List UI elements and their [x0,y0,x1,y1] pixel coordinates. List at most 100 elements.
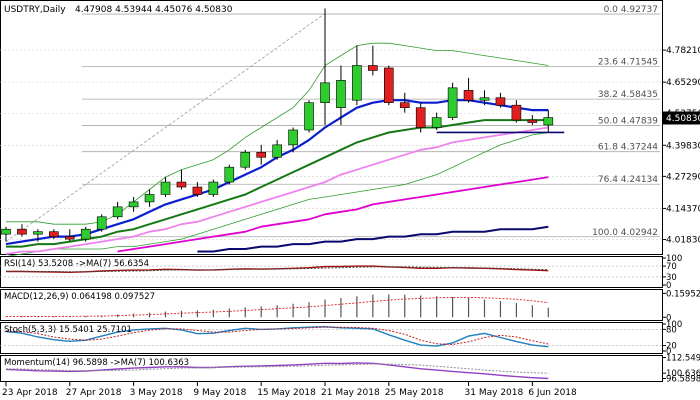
bullish-candle [112,206,123,218]
chart-ohlc: 4.47908 4.53944 4.45076 4.50830 [75,5,233,15]
current-price-box [663,111,700,125]
macd-panel: 0.159523 0 MACD(12,26,9) 0.064198 0.097527 [0,289,700,323]
stoch-signal-line [5,326,549,346]
bullish-candle [288,129,298,146]
price-tick-label: 4.78210 [666,46,700,56]
momentum-main-line [5,362,549,380]
momentum-panel-frame [0,355,663,382]
bearish-candle [399,102,410,108]
price-tick-label: 4.39830 [666,141,700,151]
bullish-candle [431,117,442,128]
moving-average-line [117,176,549,253]
bearish-candle [415,107,426,128]
bearish-candle [176,181,187,188]
fib-level-label: 23.6 4.71545 [598,58,658,68]
trend-lines [5,13,565,242]
envelope-bands [5,42,549,257]
date-tick-label: 9 May 2018 [193,388,246,398]
fib-level-label: 61.8 4.37244 [598,143,658,153]
bullish-candle [160,181,171,195]
bearish-candle [463,89,474,101]
bullish-candle [272,144,282,158]
moving-average-line [197,225,549,253]
date-tick-label: 27 Apr 2018 [66,388,122,398]
stoch-tick-label: 20 [666,342,677,352]
rsi-tick-label: 0 [666,281,671,291]
bearish-candle [49,231,59,237]
date-tick-label: 31 May 2018 [465,388,524,398]
date-tick-label: 6 Jun 2018 [528,388,577,398]
momentum-label: Momentum(14) 96.5898 ->MA(7) 100.6363 [4,358,189,368]
macd-panel-frame [0,289,663,321]
bullish-candle [304,102,314,131]
momentum-tick-label: 112.5498 [666,354,700,364]
stoch-tick-label: 80 [666,325,677,335]
fib-level-label: 100.0 4.02942 [592,228,658,238]
bearish-candle [383,67,394,103]
bullish-candle [1,228,11,235]
bearish-candle [527,119,538,123]
price-tick-label: 4.27290 [666,172,700,182]
bullish-candle [80,228,91,240]
stoch-panel-frame [0,322,663,354]
macd-label: MACD(12,26,9) 0.064198 0.097527 [4,292,155,302]
bullish-candle [479,97,490,101]
moving-average-line [5,126,549,255]
price-tick-label: 4.14370 [666,204,700,214]
stoch-tick-label: 0 [666,347,671,357]
bearish-candle [65,236,75,240]
rsi-tick-label: 70 [666,262,677,272]
bullish-candle [128,201,139,208]
current-price-value: 4.50830 [666,114,700,124]
rsi-label: RSI(14) 53.5208 ->MA(7) 56.6354 [4,259,149,269]
dashed-trend-line [5,13,326,242]
bullish-candle [96,216,107,230]
stoch-main-line [5,325,549,348]
rsi-tick-label: 100 [666,254,682,264]
fib-level-label: 38.2 4.58435 [598,90,658,100]
date-axis: 23 Apr 2018 27 Apr 2018 3 May 2018 9 May 20… [2,382,577,398]
bullish-candle [543,117,554,126]
momentum-tick-label: 96.5898 [666,374,700,384]
fibonacci-levels: 0.0 4.92737 23.6 4.71545 38.2 4.58435 50.0 … [82,5,660,238]
main-panel-frame [0,0,663,255]
date-tick-label: 15 May 2018 [257,388,316,398]
bearish-candle [368,65,378,71]
bullish-candle [208,181,219,195]
chart-symbol: USDTRY,Daily [4,5,66,15]
macd-tick-label: 0.159523 [666,289,700,299]
price-tick-label: 4.65290 [666,78,700,88]
bullish-candle [224,166,235,183]
date-tick-label: 21 May 2018 [321,388,380,398]
band-lower-line [5,132,549,257]
rsi-tick-label: 30 [666,273,677,283]
bearish-candle [495,97,506,106]
date-tick-label: 3 May 2018 [130,388,183,398]
momentum-panel: 112.5498 100.636396.5898 Momentum(14) 96.5… [0,354,700,384]
candlesticks [1,8,554,242]
bullish-candle [352,65,362,101]
stoch-tick-label: 100 [666,320,682,330]
bearish-candle [256,152,267,158]
stoch-label: Stoch(5,3,3) 15.5401 25.7101 [4,325,132,335]
price-tick-label: 4.01830 [666,236,700,246]
bearish-candle [17,228,27,235]
date-tick-label: 23 Apr 2018 [2,388,58,398]
bullish-candle [447,87,458,118]
momentum-signal-line [5,363,549,374]
fib-level-label: 50.0 4.47839 [598,116,658,126]
bullish-candle [240,152,251,168]
rsi-signal-line [6,266,549,273]
band-upper-line [6,42,549,225]
bullish-candle [320,82,330,103]
bullish-candle [144,194,155,203]
momentum-tick-label: 100.6363 [666,369,700,379]
fib-level-label: 76.4 4.24134 [598,175,658,185]
moving-average-line [6,119,549,248]
macd-signal-line [5,296,549,318]
